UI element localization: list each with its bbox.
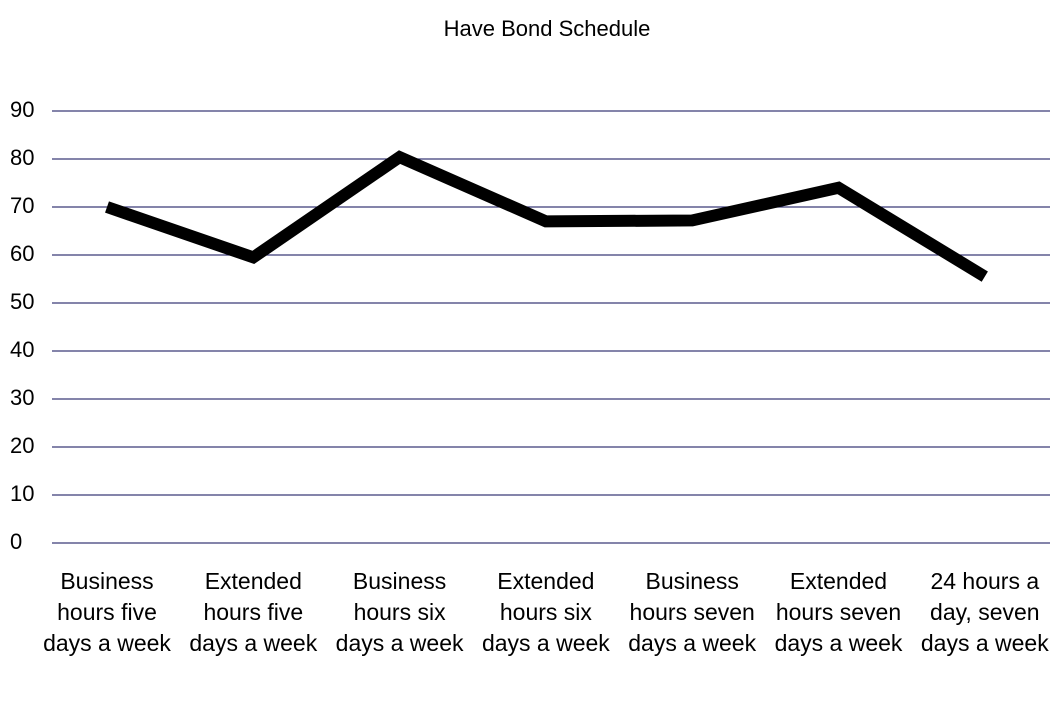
y-tick-label: 20	[10, 433, 34, 458]
x-tick-label: Business hours five days a week	[43, 568, 171, 656]
x-tick-label: Business hours six days a week	[335, 568, 464, 656]
y-tick-label: 60	[10, 241, 34, 266]
chart-title: Have Bond Schedule	[444, 16, 651, 41]
y-tick-label: 70	[10, 193, 34, 218]
y-tick-label: 90	[10, 97, 34, 122]
y-tick-label: 30	[10, 385, 34, 410]
x-tick-label: Business hours seven days a week	[628, 568, 757, 656]
x-tick-label: Extended hours six days a week	[481, 568, 610, 656]
x-tick-label: Extended hours five days a week	[189, 568, 318, 656]
y-tick-label: 0	[10, 529, 22, 554]
x-tick-label: 24 hours a day, seven days a week	[920, 568, 1049, 656]
y-tick-label: 40	[10, 337, 34, 362]
y-tick-label: 50	[10, 289, 34, 314]
x-tick-label: Extended hours seven days a week	[774, 568, 903, 656]
y-tick-label: 10	[10, 481, 34, 506]
data-line	[105, 150, 988, 282]
y-tick-label: 80	[10, 145, 34, 170]
